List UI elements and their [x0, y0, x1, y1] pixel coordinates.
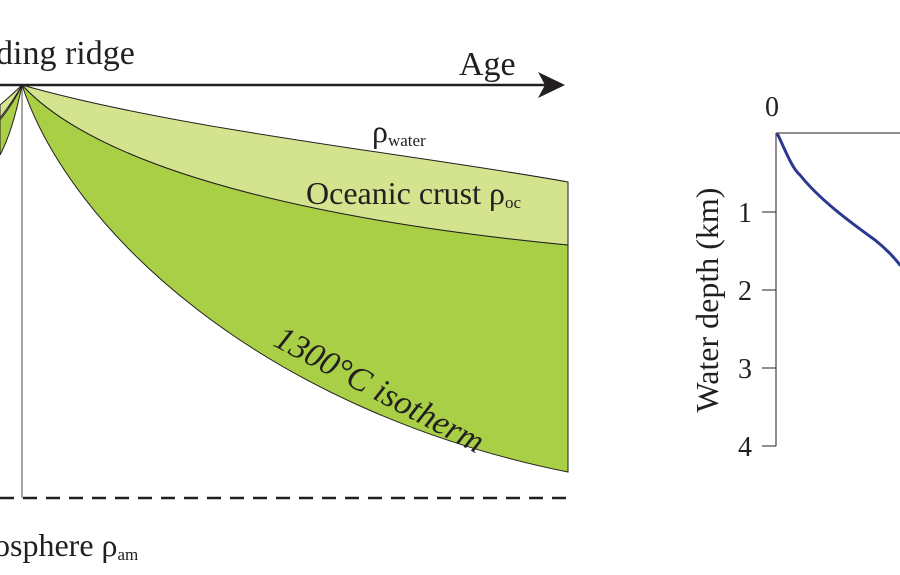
- age-label: Age: [459, 46, 516, 83]
- water-depth-plot: 0 1 2 3 4 Water depth (km): [689, 92, 900, 463]
- water-density-symbol: ρ: [372, 113, 388, 149]
- depth-curve: [776, 133, 900, 267]
- x-tick-label-0: 0: [765, 92, 779, 123]
- oceanic-crust-layer: [0, 84, 569, 246]
- asthenosphere-text: osphere ρ: [0, 527, 117, 563]
- asthenosphere-subscript: am: [117, 545, 138, 564]
- y-tick-label-4: 4: [738, 432, 752, 463]
- oceanic-crust-label: Oceanic crust ρoc: [306, 175, 521, 212]
- ridge-cross-section: ding ridge Age ρwater Oceanic crust ρoc …: [0, 35, 569, 564]
- y-axis-label: Water depth (km): [689, 188, 725, 413]
- oceanic-crust-text: Oceanic crust ρ: [306, 175, 505, 211]
- ridge-label: ding ridge: [0, 35, 135, 72]
- asthenosphere-label: osphere ρam: [0, 527, 138, 564]
- water-density-label: ρwater: [372, 113, 426, 150]
- oceanic-crust-subscript: oc: [505, 193, 522, 212]
- y-tick-label-3: 3: [738, 354, 752, 385]
- water-density-subscript: water: [388, 131, 426, 150]
- age-axis-arrowhead: [538, 72, 565, 98]
- y-tick-label-2: 2: [738, 276, 752, 307]
- y-tick-label-1: 1: [738, 198, 752, 229]
